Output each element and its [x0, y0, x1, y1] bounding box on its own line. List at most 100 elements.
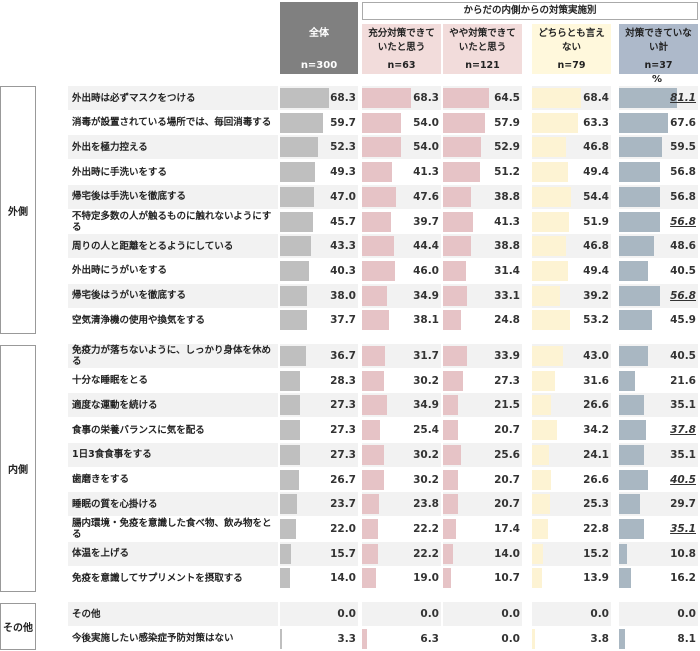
- value-label: 10.7: [494, 572, 520, 585]
- value-label: 35.1: [670, 448, 696, 461]
- value-bar: [443, 137, 482, 158]
- value-cell: 47.0: [280, 184, 358, 209]
- value-label: 54.4: [583, 190, 609, 203]
- value-cell: 56.8: [619, 283, 698, 308]
- value-cell: 54.0: [362, 135, 441, 160]
- value-cell: 46.8: [532, 234, 611, 259]
- table-row: 適度な運動を続ける 27.3 34.9 21.5 26.6 35.1: [68, 393, 698, 418]
- table-row: 空気清浄機の使用や換気をする 37.7 38.1 24.8 53.2 45.9: [68, 308, 698, 333]
- value-cell: 0.0: [443, 602, 522, 626]
- value-label: 20.7: [494, 424, 520, 437]
- value-bar: [619, 236, 654, 257]
- value-cell: 57.9: [443, 110, 522, 135]
- value-bar: [362, 543, 378, 564]
- value-label: 22.8: [583, 522, 609, 535]
- value-label: 53.2: [583, 314, 609, 327]
- value-cell: 0.0: [619, 602, 698, 626]
- value-bar: [532, 162, 568, 183]
- value-label: 49.3: [330, 166, 356, 179]
- value-bar: [280, 112, 323, 133]
- table-row: 免疫力が落ちないように、しっかり身体を休める 36.7 31.7 33.9 43…: [68, 344, 698, 368]
- value-bar: [619, 494, 641, 515]
- value-cell: 22.2: [362, 541, 441, 566]
- value-label: 37.7: [330, 314, 356, 327]
- value-bar: [362, 494, 380, 515]
- row-label: 消毒が設置されている場所では、毎回消毒する: [68, 110, 278, 135]
- value-label: 68.3: [413, 92, 439, 104]
- value-bar: [362, 112, 401, 133]
- value-cell: 44.4: [362, 234, 441, 259]
- row-label: 歯磨きをする: [68, 467, 278, 492]
- value-cell: 25.3: [532, 492, 611, 517]
- value-label: 35.1: [670, 522, 696, 535]
- value-label: 14.0: [494, 547, 520, 560]
- value-cell: 36.7: [280, 344, 358, 368]
- row-label: 免疫を意識してサプリメントを摂取する: [68, 566, 278, 591]
- value-label: 20.7: [494, 473, 520, 486]
- row-label: 周りの人と距離をとるようにしている: [68, 234, 278, 259]
- value-label: 0.0: [420, 608, 439, 620]
- value-bar: [280, 395, 300, 416]
- value-label: 34.9: [413, 399, 439, 412]
- table-row: 食事の栄養バランスに気を配る 27.3 25.4 20.7 34.2 37.8: [68, 418, 698, 443]
- value-cell: 3.8: [532, 626, 611, 651]
- value-cell: 56.8: [619, 209, 698, 234]
- value-label: 68.3: [330, 92, 356, 104]
- value-bar: [280, 444, 300, 465]
- value-cell: 25.6: [443, 442, 522, 467]
- value-bar: [280, 186, 314, 207]
- value-cell: 14.0: [443, 541, 522, 566]
- value-cell: 38.8: [443, 184, 522, 209]
- table-row: 1日3食食事をする 27.3 30.2 25.6 24.1 35.1: [68, 442, 698, 467]
- value-cell: 35.1: [619, 393, 698, 418]
- value-bar: [362, 395, 388, 416]
- value-cell: 40.5: [619, 258, 698, 283]
- value-bar: [280, 518, 296, 539]
- value-label: 40.5: [670, 264, 696, 277]
- value-bar: [443, 346, 468, 366]
- value-label: 67.6: [670, 116, 696, 129]
- value-bar: [362, 310, 390, 331]
- value-bar: [280, 211, 313, 232]
- table-row: 腸内環境・免疫を意識した食べ物、飲み物をとる 22.0 22.2 17.4 22…: [68, 516, 698, 541]
- value-cell: 45.7: [280, 209, 358, 234]
- header-column-3: 対策できていない計 n=37: [619, 24, 698, 74]
- value-label: 8.1: [677, 632, 696, 645]
- value-label: 64.5: [494, 92, 520, 104]
- value-label: 14.0: [330, 572, 356, 585]
- header-column-2: どちらとも言えない n=79: [532, 24, 611, 74]
- header-column-label: どちらとも言えない: [538, 28, 605, 53]
- value-label: 26.6: [583, 399, 609, 412]
- value-cell: 39.7: [362, 209, 441, 234]
- value-bar: [280, 285, 308, 306]
- value-cell: 34.2: [532, 418, 611, 443]
- value-cell: 22.2: [362, 516, 441, 541]
- table-row: 十分な睡眠をとる 28.3 30.2 27.3 31.6 21.6: [68, 368, 698, 393]
- value-label: 25.6: [494, 448, 520, 461]
- row-label: 帰宅後は手洗いを徹底する: [68, 184, 278, 209]
- value-label: 40.5: [670, 350, 696, 362]
- value-cell: 41.3: [362, 160, 441, 185]
- value-label: 35.1: [670, 399, 696, 412]
- value-bar: [619, 420, 647, 441]
- value-bar: [443, 469, 458, 490]
- value-cell: 13.9: [532, 566, 611, 591]
- value-cell: 37.8: [619, 418, 698, 443]
- value-bar: [619, 395, 645, 416]
- header-column-n: n=63: [387, 60, 416, 71]
- value-label: 39.2: [583, 289, 609, 302]
- value-label: 27.3: [330, 448, 356, 461]
- value-bar: [443, 444, 462, 465]
- value-bar: [280, 543, 292, 564]
- value-cell: 40.5: [619, 467, 698, 492]
- value-cell: 24.1: [532, 442, 611, 467]
- table-row: 歯磨きをする 26.7 30.2 20.7 26.6 40.5: [68, 467, 698, 492]
- value-label: 26.7: [330, 473, 356, 486]
- value-cell: 20.7: [443, 467, 522, 492]
- value-bar: [619, 543, 627, 564]
- group-label-outer: 外側: [0, 86, 36, 334]
- value-cell: 30.2: [362, 442, 441, 467]
- value-label: 33.9: [494, 350, 520, 362]
- value-cell: 68.4: [532, 86, 611, 110]
- value-bar: [619, 628, 625, 649]
